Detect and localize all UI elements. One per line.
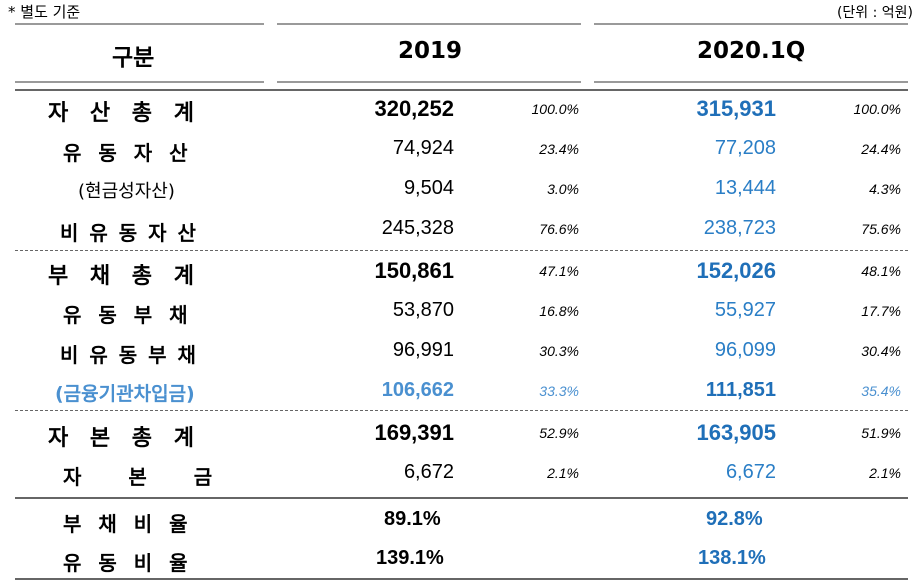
label-noncurrent-liabilities: 비 유 동 부 채 bbox=[60, 343, 196, 367]
label-total-assets: 자 산 총 계 bbox=[48, 101, 194, 126]
total-liabilities-2019: 150,861 bbox=[374, 258, 454, 283]
current-assets-2019: 74,924 bbox=[392, 137, 454, 159]
noncurrent-liabilities-2020: 96,099 bbox=[714, 339, 776, 361]
rule-top-mid bbox=[277, 23, 581, 25]
header-2020-1q: 2020.1Q bbox=[697, 38, 806, 64]
label-noncurrent-assets: 비 유 동 자 산 bbox=[60, 221, 196, 245]
rule-header-left bbox=[15, 81, 264, 83]
debt-ratio-2019: 89.1% bbox=[384, 508, 441, 530]
total-assets-2020-pct: 100.0% bbox=[853, 101, 901, 117]
label-capital-stock: 자 본 금 bbox=[63, 465, 213, 489]
label-current-assets: 유 동 자 산 bbox=[63, 141, 188, 165]
noncurrent-liabilities-2019: 96,991 bbox=[392, 339, 454, 361]
cash-equivalents-2019-pct: 3.0% bbox=[547, 181, 579, 197]
rule-bottom bbox=[15, 578, 908, 580]
rule-top-left bbox=[15, 23, 264, 25]
capital-stock-2019-pct: 2.1% bbox=[547, 465, 579, 481]
current-assets-2019-pct: 23.4% bbox=[539, 141, 579, 157]
bank-borrowings-2019-pct: 33.3% bbox=[539, 383, 579, 399]
total-assets-2019: 320,252 bbox=[374, 96, 454, 121]
noncurrent-assets-2020: 238,723 bbox=[703, 217, 776, 239]
label-cash-equivalents: (현금성자산) bbox=[78, 181, 175, 202]
header-category: 구분 bbox=[112, 45, 155, 71]
rule-header-right bbox=[594, 81, 908, 83]
noncurrent-assets-2019-pct: 76.6% bbox=[539, 221, 579, 237]
total-equity-2020-pct: 51.9% bbox=[861, 425, 901, 441]
bank-borrowings-2020: 111,851 bbox=[705, 379, 776, 401]
unit-note: (단위 : 억원) bbox=[836, 5, 913, 21]
capital-stock-2020-pct: 2.1% bbox=[869, 465, 901, 481]
total-liabilities-2020: 152,026 bbox=[696, 258, 776, 283]
rule-section-2 bbox=[15, 250, 908, 251]
noncurrent-assets-2019: 245,328 bbox=[381, 217, 454, 239]
current-assets-2020: 77,208 bbox=[714, 137, 776, 159]
capital-stock-2019: 6,672 bbox=[403, 461, 454, 483]
rule-section-1 bbox=[15, 89, 908, 91]
label-current-ratio: 유 동 비 율 bbox=[63, 551, 188, 575]
noncurrent-liabilities-2020-pct: 30.4% bbox=[861, 343, 901, 359]
current-ratio-2020: 138.1% bbox=[698, 547, 766, 569]
basis-note: * 별도 기준 bbox=[8, 3, 81, 21]
current-assets-2020-pct: 24.4% bbox=[861, 141, 901, 157]
total-equity-2019-pct: 52.9% bbox=[539, 425, 579, 441]
rule-header-mid bbox=[277, 81, 581, 83]
label-total-equity: 자 본 총 계 bbox=[48, 426, 194, 451]
current-liabilities-2020-pct: 17.7% bbox=[861, 303, 901, 319]
total-liabilities-2019-pct: 47.1% bbox=[539, 263, 579, 279]
total-liabilities-2020-pct: 48.1% bbox=[861, 263, 901, 279]
current-liabilities-2019: 53,870 bbox=[392, 299, 454, 321]
rule-section-3 bbox=[15, 410, 908, 411]
cash-equivalents-2020: 13,444 bbox=[714, 177, 776, 199]
label-bank-borrowings: (금융기관차입금) bbox=[55, 383, 195, 405]
label-debt-ratio: 부 채 비 율 bbox=[63, 512, 188, 536]
noncurrent-liabilities-2019-pct: 30.3% bbox=[539, 343, 579, 359]
debt-ratio-2020: 92.8% bbox=[706, 508, 763, 530]
total-assets-2020: 315,931 bbox=[696, 96, 776, 121]
header-2019: 2019 bbox=[398, 38, 463, 64]
cash-equivalents-2020-pct: 4.3% bbox=[869, 181, 901, 197]
label-current-liabilities: 유 동 부 채 bbox=[63, 303, 188, 327]
cash-equivalents-2019: 9,504 bbox=[403, 177, 454, 199]
current-liabilities-2020: 55,927 bbox=[714, 299, 776, 321]
rule-top-right bbox=[594, 23, 908, 25]
capital-stock-2020: 6,672 bbox=[725, 461, 776, 483]
total-assets-2019-pct: 100.0% bbox=[531, 101, 579, 117]
label-total-liabilities: 부 채 총 계 bbox=[48, 264, 194, 289]
bank-borrowings-2019: 106,662 bbox=[381, 379, 454, 401]
total-equity-2019: 169,391 bbox=[374, 420, 454, 445]
noncurrent-assets-2020-pct: 75.6% bbox=[861, 221, 901, 237]
bank-borrowings-2020-pct: 35.4% bbox=[861, 383, 901, 399]
current-liabilities-2019-pct: 16.8% bbox=[539, 303, 579, 319]
rule-section-4 bbox=[15, 497, 908, 499]
total-equity-2020: 163,905 bbox=[696, 420, 776, 445]
current-ratio-2019: 139.1% bbox=[376, 547, 444, 569]
